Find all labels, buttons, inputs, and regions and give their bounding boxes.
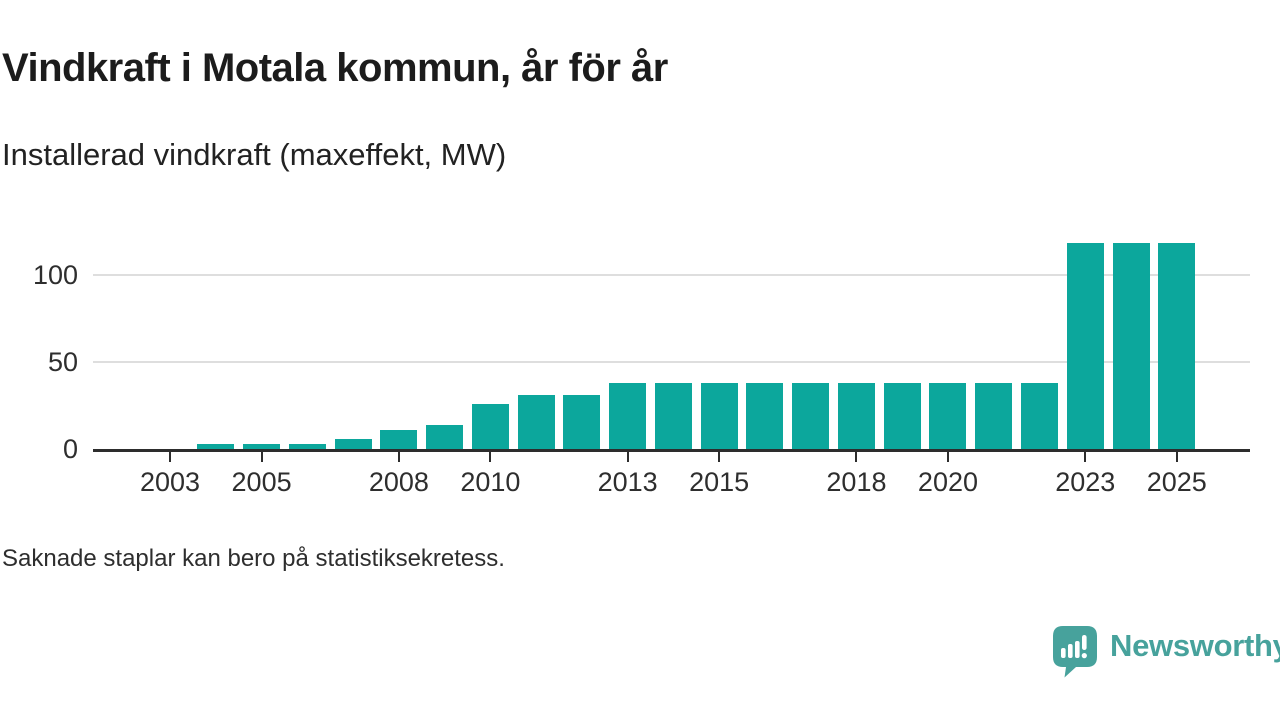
x-tick-2013	[626, 452, 629, 462]
newsworthy-wordmark: Newsworthy	[1110, 628, 1280, 663]
x-axis-label-2018: 2018	[826, 467, 887, 497]
x-axis-label-2023: 2023	[1055, 467, 1116, 497]
bar-2014	[654, 382, 692, 452]
bar-2025	[1158, 243, 1196, 452]
x-axis-label-2005: 2005	[231, 467, 292, 497]
bar-2018	[837, 382, 875, 452]
bar-2009	[426, 424, 464, 452]
bar-2013	[609, 382, 647, 452]
bar-2017	[792, 382, 830, 452]
bar-2011	[517, 394, 555, 452]
bar-2010	[471, 403, 509, 452]
bar-2007	[334, 438, 372, 452]
bar-2019	[883, 382, 921, 452]
x-tick-2008	[397, 452, 400, 462]
gridline-100	[93, 273, 1250, 276]
bar-2005	[243, 443, 281, 452]
bar-2021	[975, 382, 1013, 452]
bar-2015	[700, 382, 738, 452]
bar-2012	[563, 394, 601, 452]
x-tick-2015	[718, 452, 721, 462]
y-axis-label-50: 50	[47, 346, 78, 377]
x-axis-line	[93, 449, 1250, 452]
x-axis-label-2010: 2010	[460, 467, 521, 497]
bar-2008	[380, 429, 418, 452]
x-axis-label-2013: 2013	[597, 467, 658, 497]
y-axis-label-100: 100	[32, 259, 78, 290]
x-tick-2023	[1084, 452, 1087, 462]
bar-2024	[1112, 243, 1150, 452]
bar-2022	[1021, 382, 1058, 452]
x-axis-label-2020: 2020	[917, 467, 978, 497]
bar-2004	[197, 443, 235, 452]
chart-footnote: Saknade staplar kan bero på statistiksek…	[2, 545, 505, 572]
x-tick-2020	[946, 452, 949, 462]
gridline-50	[93, 360, 1250, 363]
x-tick-2010	[489, 452, 492, 462]
x-axis-label-2025: 2025	[1146, 467, 1207, 497]
bar-2023	[1066, 243, 1104, 452]
bar-2016	[746, 382, 784, 452]
x-tick-2003	[169, 452, 172, 462]
newsworthy-logo: Newsworthy	[1053, 626, 1280, 678]
bar-2006	[288, 443, 326, 452]
x-tick-2005	[260, 452, 263, 462]
x-axis-label-2015: 2015	[689, 467, 750, 497]
y-axis-label-0: 0	[62, 434, 78, 464]
bar-2020	[929, 382, 967, 452]
x-axis-label-2008: 2008	[368, 467, 429, 497]
x-tick-2025	[1175, 452, 1178, 462]
x-tick-2018	[855, 452, 858, 462]
newsworthy-logo-icon	[1053, 626, 1097, 678]
chart-title: Vindkraft i Motala kommun, år för år	[2, 46, 668, 90]
chart-subtitle: Installerad vindkraft (maxeffekt, MW)	[2, 137, 507, 172]
x-axis-label-2003: 2003	[140, 467, 201, 497]
